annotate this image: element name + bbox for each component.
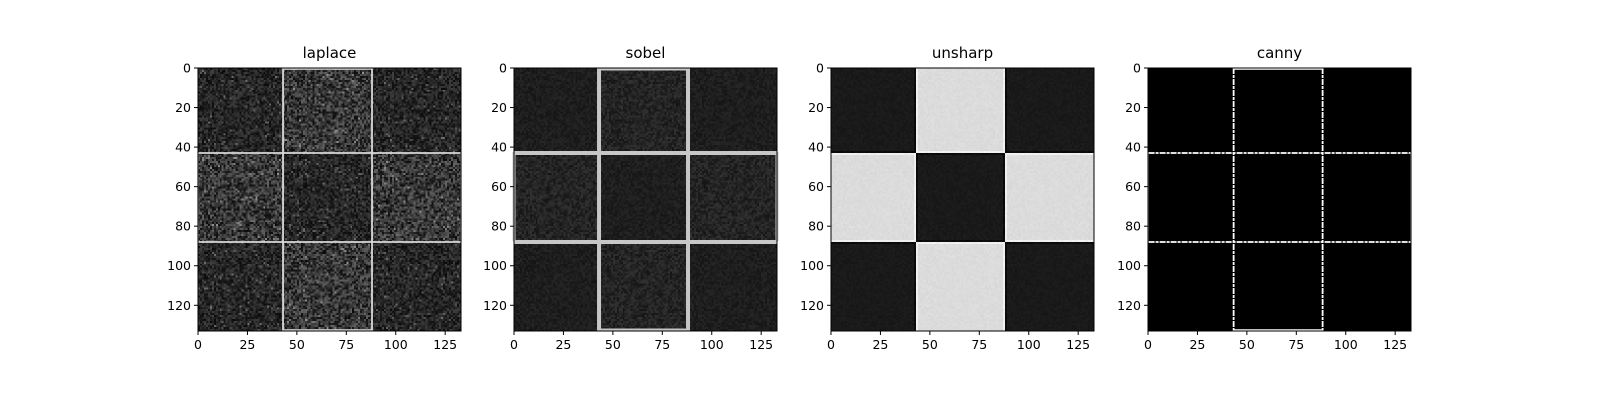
sobel-xtick-label: 50: [605, 337, 621, 352]
sobel-image: [514, 68, 777, 331]
sobel-xtick-label: 75: [654, 337, 670, 352]
sobel-ytick-label: 40: [491, 140, 507, 155]
canny-xtick-label: 75: [1288, 337, 1304, 352]
laplace-ytick-label: 20: [175, 100, 191, 115]
canny-ytick-label: 20: [1125, 100, 1141, 115]
laplace-xtick-label: 25: [239, 337, 255, 352]
canny-title: canny: [1257, 44, 1302, 62]
canny-xtick-label: 50: [1239, 337, 1255, 352]
laplace-ytick-label: 120: [167, 298, 191, 313]
unsharp-ytick-label: 60: [808, 179, 824, 194]
sobel-ytick-label: 20: [491, 100, 507, 115]
laplace-xtick-label: 75: [338, 337, 354, 352]
canny-xtick-label: 125: [1383, 337, 1407, 352]
laplace-xtick-label: 0: [194, 337, 202, 352]
sobel-title: sobel: [626, 44, 666, 62]
sobel-xtick-label: 100: [700, 337, 724, 352]
unsharp-ytick-label: 0: [816, 61, 824, 76]
canny-image: [1148, 68, 1411, 331]
canny-panel: canny 0 25 50 75 100 125 0 20 40 60 80 100 120: [1117, 44, 1412, 352]
sobel-xtick-label: 125: [749, 337, 773, 352]
unsharp-ytick-label: 40: [808, 140, 824, 155]
sobel-ytick-label: 0: [499, 61, 507, 76]
unsharp-xtick-label: 0: [827, 337, 835, 352]
sobel-ytick-label: 60: [491, 179, 507, 194]
unsharp-xtick-label: 50: [922, 337, 938, 352]
unsharp-ytick-label: 80: [808, 219, 824, 234]
unsharp-ytick-label: 100: [800, 258, 824, 273]
laplace-ytick-label: 0: [183, 61, 191, 76]
laplace-ytick-label: 100: [167, 258, 191, 273]
unsharp-ytick-label: 120: [800, 298, 824, 313]
sobel-xtick-label: 25: [555, 337, 571, 352]
canny-xtick-label: 25: [1189, 337, 1205, 352]
canny-ytick-label: 120: [1117, 298, 1141, 313]
laplace-ytick-label: 40: [175, 140, 191, 155]
sobel-ytick-label: 120: [483, 298, 507, 313]
laplace-axes-frame: [197, 67, 462, 332]
laplace-title: laplace: [303, 44, 357, 62]
canny-ytick-label: 0: [1133, 61, 1141, 76]
canny-ytick-label: 40: [1125, 140, 1141, 155]
canny-xtick-label: 100: [1334, 337, 1358, 352]
unsharp-axes-frame: [830, 67, 1095, 332]
canny-ytick-label: 60: [1125, 179, 1141, 194]
laplace-ytick-label: 60: [175, 179, 191, 194]
canny-axes-frame: [1147, 67, 1412, 332]
unsharp-xtick-label: 75: [971, 337, 987, 352]
sobel-ytick-label: 100: [483, 258, 507, 273]
unsharp-xtick-label: 25: [872, 337, 888, 352]
unsharp-xtick-label: 100: [1017, 337, 1041, 352]
sobel-xtick-label: 0: [510, 337, 518, 352]
canny-ytick-label: 80: [1125, 219, 1141, 234]
unsharp-title: unsharp: [932, 44, 993, 62]
sobel-ytick-label: 80: [491, 219, 507, 234]
laplace-xtick-label: 50: [289, 337, 305, 352]
canny-ytick-label: 100: [1117, 258, 1141, 273]
sobel-axes-frame: [513, 67, 778, 332]
laplace-xtick-label: 125: [433, 337, 457, 352]
laplace-ytick-label: 80: [175, 219, 191, 234]
unsharp-ytick-label: 20: [808, 100, 824, 115]
laplace-xtick-label: 100: [384, 337, 408, 352]
unsharp-image: [831, 68, 1094, 331]
canny-xtick-label: 0: [1144, 337, 1152, 352]
unsharp-xtick-label: 125: [1066, 337, 1090, 352]
sobel-panel: sobel 0 25 50 75 100 125 0 20 40 60 80 100 120: [483, 44, 779, 352]
laplace-image: [198, 68, 461, 331]
laplace-panel: laplace 0 25 50 75 100 125 0 20 40 60 80 100 120: [167, 44, 462, 352]
unsharp-panel: unsharp 0 25 50 75 100 125 0 20 40 60 80 100 120: [800, 44, 1095, 352]
